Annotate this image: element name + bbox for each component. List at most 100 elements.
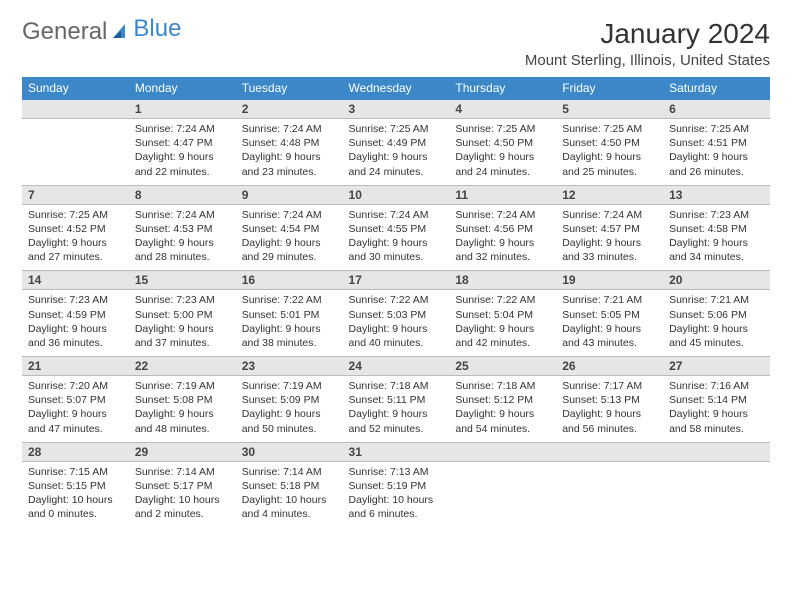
day-details: Sunrise: 7:23 AMSunset: 4:59 PMDaylight:… — [22, 290, 129, 356]
day-cell — [449, 461, 556, 527]
day-number: 20 — [663, 271, 770, 290]
day-cell: Sunrise: 7:17 AMSunset: 5:13 PMDaylight:… — [556, 376, 663, 443]
day-cell: Sunrise: 7:25 AMSunset: 4:50 PMDaylight:… — [449, 119, 556, 186]
day-number: 18 — [449, 271, 556, 290]
day-cell: Sunrise: 7:21 AMSunset: 5:06 PMDaylight:… — [663, 290, 770, 357]
day-details: Sunrise: 7:23 AMSunset: 5:00 PMDaylight:… — [129, 290, 236, 356]
day-number: 12 — [556, 185, 663, 204]
day-details: Sunrise: 7:18 AMSunset: 5:12 PMDaylight:… — [449, 376, 556, 442]
day-cell — [556, 461, 663, 527]
day-number-row: 123456 — [22, 100, 770, 119]
day-number: 21 — [22, 357, 129, 376]
logo-text-2: Blue — [133, 15, 181, 43]
day-cell: Sunrise: 7:24 AMSunset: 4:53 PMDaylight:… — [129, 204, 236, 271]
day-number: 16 — [236, 271, 343, 290]
day-cell: Sunrise: 7:23 AMSunset: 4:58 PMDaylight:… — [663, 204, 770, 271]
day-content-row: Sunrise: 7:15 AMSunset: 5:15 PMDaylight:… — [22, 461, 770, 527]
day-cell: Sunrise: 7:20 AMSunset: 5:07 PMDaylight:… — [22, 376, 129, 443]
day-cell: Sunrise: 7:24 AMSunset: 4:56 PMDaylight:… — [449, 204, 556, 271]
day-number: 14 — [22, 271, 129, 290]
logo: General Blue — [22, 18, 181, 46]
day-cell: Sunrise: 7:18 AMSunset: 5:11 PMDaylight:… — [343, 376, 450, 443]
day-details: Sunrise: 7:19 AMSunset: 5:08 PMDaylight:… — [129, 376, 236, 442]
day-number: 23 — [236, 357, 343, 376]
day-header: Friday — [556, 77, 663, 100]
day-details: Sunrise: 7:22 AMSunset: 5:04 PMDaylight:… — [449, 290, 556, 356]
day-details: Sunrise: 7:25 AMSunset: 4:50 PMDaylight:… — [556, 119, 663, 185]
day-details: Sunrise: 7:15 AMSunset: 5:15 PMDaylight:… — [22, 462, 129, 528]
day-number: 2 — [236, 100, 343, 119]
day-number: 22 — [129, 357, 236, 376]
day-details: Sunrise: 7:25 AMSunset: 4:50 PMDaylight:… — [449, 119, 556, 185]
day-details: Sunrise: 7:18 AMSunset: 5:11 PMDaylight:… — [343, 376, 450, 442]
day-header: Tuesday — [236, 77, 343, 100]
day-cell: Sunrise: 7:24 AMSunset: 4:57 PMDaylight:… — [556, 204, 663, 271]
day-cell: Sunrise: 7:15 AMSunset: 5:15 PMDaylight:… — [22, 461, 129, 527]
day-number — [22, 100, 129, 119]
day-number: 26 — [556, 357, 663, 376]
day-cell: Sunrise: 7:14 AMSunset: 5:17 PMDaylight:… — [129, 461, 236, 527]
day-number: 6 — [663, 100, 770, 119]
day-number: 25 — [449, 357, 556, 376]
day-cell: Sunrise: 7:16 AMSunset: 5:14 PMDaylight:… — [663, 376, 770, 443]
day-number-row: 21222324252627 — [22, 357, 770, 376]
day-number: 10 — [343, 185, 450, 204]
day-details: Sunrise: 7:24 AMSunset: 4:55 PMDaylight:… — [343, 205, 450, 271]
day-header: Saturday — [663, 77, 770, 100]
day-details: Sunrise: 7:17 AMSunset: 5:13 PMDaylight:… — [556, 376, 663, 442]
day-number: 28 — [22, 442, 129, 461]
header: General Blue January 2024 Mount Sterling… — [22, 18, 770, 69]
logo-text-1: General — [22, 18, 107, 46]
day-details: Sunrise: 7:24 AMSunset: 4:48 PMDaylight:… — [236, 119, 343, 185]
day-cell: Sunrise: 7:13 AMSunset: 5:19 PMDaylight:… — [343, 461, 450, 527]
day-details: Sunrise: 7:24 AMSunset: 4:56 PMDaylight:… — [449, 205, 556, 271]
day-details: Sunrise: 7:24 AMSunset: 4:54 PMDaylight:… — [236, 205, 343, 271]
calendar-table: SundayMondayTuesdayWednesdayThursdayFrid… — [22, 77, 770, 527]
day-details: Sunrise: 7:22 AMSunset: 5:01 PMDaylight:… — [236, 290, 343, 356]
day-cell: Sunrise: 7:19 AMSunset: 5:08 PMDaylight:… — [129, 376, 236, 443]
day-cell: Sunrise: 7:22 AMSunset: 5:04 PMDaylight:… — [449, 290, 556, 357]
day-content-row: Sunrise: 7:20 AMSunset: 5:07 PMDaylight:… — [22, 376, 770, 443]
day-cell: Sunrise: 7:25 AMSunset: 4:52 PMDaylight:… — [22, 204, 129, 271]
day-header-row: SundayMondayTuesdayWednesdayThursdayFrid… — [22, 77, 770, 100]
day-cell — [22, 119, 129, 186]
day-number: 19 — [556, 271, 663, 290]
day-number: 29 — [129, 442, 236, 461]
day-details: Sunrise: 7:16 AMSunset: 5:14 PMDaylight:… — [663, 376, 770, 442]
day-number: 17 — [343, 271, 450, 290]
day-number: 15 — [129, 271, 236, 290]
day-number: 8 — [129, 185, 236, 204]
day-details: Sunrise: 7:25 AMSunset: 4:51 PMDaylight:… — [663, 119, 770, 185]
day-cell: Sunrise: 7:22 AMSunset: 5:03 PMDaylight:… — [343, 290, 450, 357]
day-number — [663, 442, 770, 461]
day-number: 3 — [343, 100, 450, 119]
day-cell: Sunrise: 7:18 AMSunset: 5:12 PMDaylight:… — [449, 376, 556, 443]
day-cell: Sunrise: 7:24 AMSunset: 4:47 PMDaylight:… — [129, 119, 236, 186]
day-content-row: Sunrise: 7:23 AMSunset: 4:59 PMDaylight:… — [22, 290, 770, 357]
day-content-row: Sunrise: 7:25 AMSunset: 4:52 PMDaylight:… — [22, 204, 770, 271]
day-number — [449, 442, 556, 461]
day-details: Sunrise: 7:21 AMSunset: 5:05 PMDaylight:… — [556, 290, 663, 356]
day-cell: Sunrise: 7:22 AMSunset: 5:01 PMDaylight:… — [236, 290, 343, 357]
day-number-row: 28293031 — [22, 442, 770, 461]
day-number: 31 — [343, 442, 450, 461]
day-cell: Sunrise: 7:21 AMSunset: 5:05 PMDaylight:… — [556, 290, 663, 357]
logo-sail-icon — [111, 22, 131, 42]
day-details: Sunrise: 7:24 AMSunset: 4:57 PMDaylight:… — [556, 205, 663, 271]
month-title: January 2024 — [525, 18, 770, 50]
day-details: Sunrise: 7:21 AMSunset: 5:06 PMDaylight:… — [663, 290, 770, 356]
day-details: Sunrise: 7:23 AMSunset: 4:58 PMDaylight:… — [663, 205, 770, 271]
day-cell: Sunrise: 7:19 AMSunset: 5:09 PMDaylight:… — [236, 376, 343, 443]
day-number: 13 — [663, 185, 770, 204]
day-details: Sunrise: 7:25 AMSunset: 4:49 PMDaylight:… — [343, 119, 450, 185]
day-header: Monday — [129, 77, 236, 100]
day-details: Sunrise: 7:24 AMSunset: 4:47 PMDaylight:… — [129, 119, 236, 185]
day-details: Sunrise: 7:19 AMSunset: 5:09 PMDaylight:… — [236, 376, 343, 442]
day-header: Sunday — [22, 77, 129, 100]
day-details: Sunrise: 7:24 AMSunset: 4:53 PMDaylight:… — [129, 205, 236, 271]
day-cell: Sunrise: 7:24 AMSunset: 4:55 PMDaylight:… — [343, 204, 450, 271]
day-number: 4 — [449, 100, 556, 119]
day-number: 30 — [236, 442, 343, 461]
day-details: Sunrise: 7:13 AMSunset: 5:19 PMDaylight:… — [343, 462, 450, 528]
day-number-row: 78910111213 — [22, 185, 770, 204]
